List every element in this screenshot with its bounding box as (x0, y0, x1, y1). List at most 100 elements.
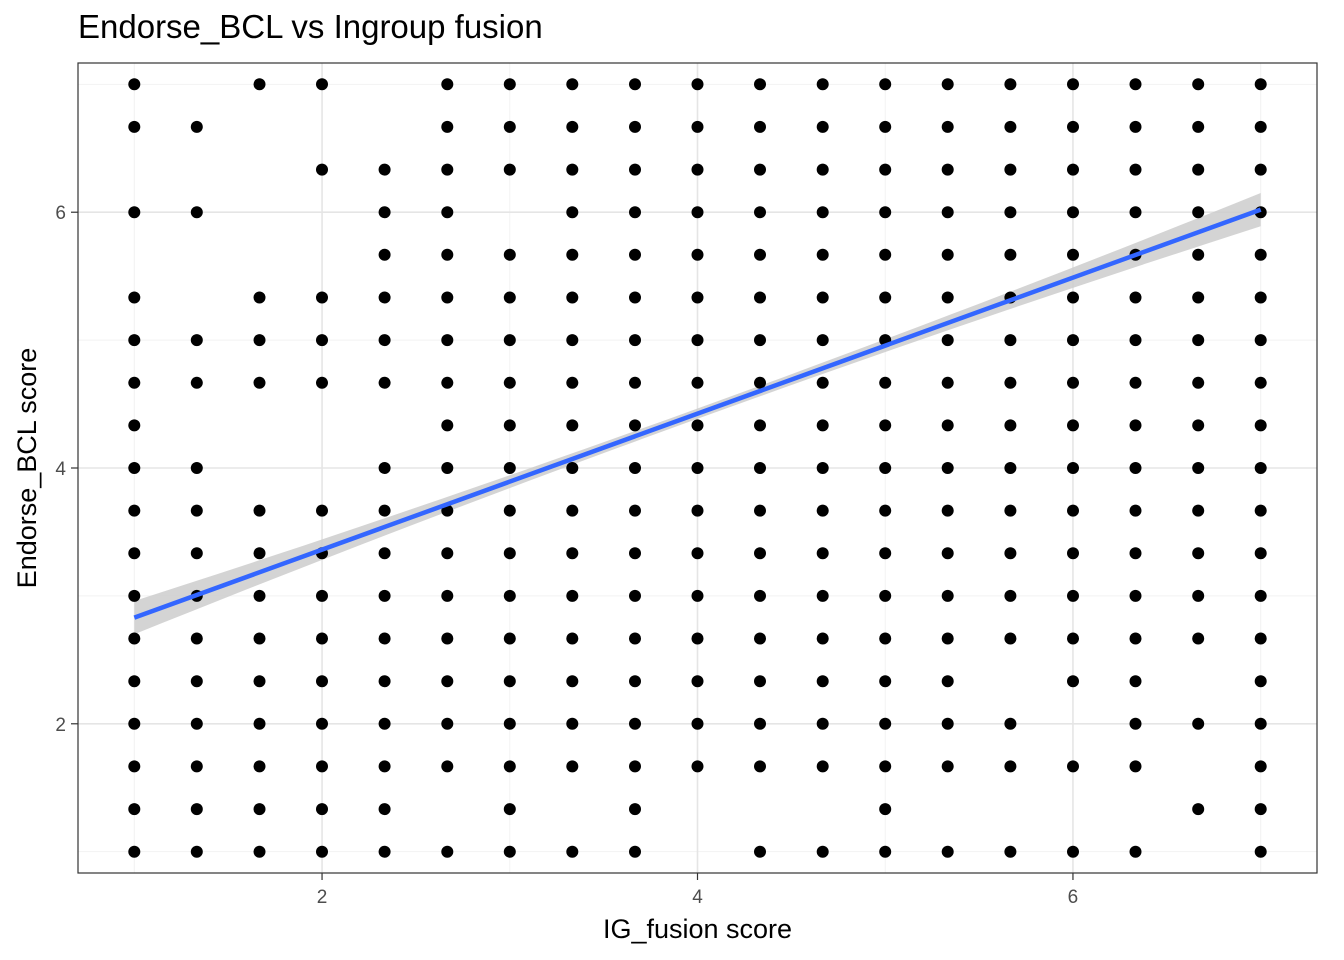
data-point (503, 589, 516, 602)
data-point (128, 376, 141, 389)
data-point (128, 206, 141, 219)
data-point (1129, 589, 1142, 602)
data-point (566, 760, 579, 773)
data-point (691, 632, 704, 645)
data-point (1129, 504, 1142, 517)
chart-title: Endorse_BCL vs Ingroup fusion (78, 8, 543, 45)
data-point (691, 589, 704, 602)
data-point (1254, 334, 1267, 347)
data-point (691, 120, 704, 133)
axis-ticks: 2 4 6 2 4 6 (55, 203, 1078, 908)
data-point (1067, 291, 1079, 304)
data-point (378, 803, 391, 816)
data-point (128, 589, 141, 602)
data-point (754, 334, 766, 347)
data-point (378, 462, 391, 474)
data-point (629, 589, 641, 602)
data-point (566, 675, 579, 688)
data-point (1067, 547, 1079, 560)
data-point (190, 632, 203, 645)
data-point (879, 291, 892, 304)
data-point (629, 632, 641, 645)
data-point (1004, 163, 1017, 176)
data-point (816, 717, 829, 730)
data-point (378, 589, 391, 602)
data-point (566, 717, 579, 730)
data-point (754, 120, 766, 133)
regression-line (133, 207, 1262, 620)
data-point (566, 248, 579, 261)
data-point (378, 376, 391, 389)
data-point (879, 376, 892, 389)
data-point (253, 78, 266, 91)
data-point (316, 845, 328, 858)
data-point (1192, 120, 1205, 133)
data-point (566, 632, 579, 645)
data-point (128, 632, 141, 645)
data-point (941, 675, 954, 688)
data-point (503, 504, 516, 517)
data-point (1254, 120, 1267, 133)
data-point (190, 462, 203, 474)
data-point (566, 504, 579, 517)
data-point (816, 675, 829, 688)
data-point (441, 632, 454, 645)
data-point (1192, 504, 1205, 517)
data-point (1192, 803, 1205, 816)
data-point (1067, 376, 1079, 389)
data-point (1129, 717, 1142, 730)
data-point (1129, 78, 1142, 91)
data-point (1129, 632, 1142, 645)
data-point (1254, 803, 1267, 816)
data-point (378, 632, 391, 645)
data-point (1067, 248, 1079, 261)
data-point (253, 717, 266, 730)
data-point (691, 291, 704, 304)
data-point (378, 845, 391, 858)
data-point (1192, 547, 1205, 560)
data-point (879, 163, 892, 176)
data-point (754, 675, 766, 688)
data-point (816, 462, 829, 474)
data-point (691, 419, 704, 432)
data-point (629, 760, 641, 773)
data-point (941, 504, 954, 517)
data-point (941, 120, 954, 133)
data-point (629, 717, 641, 730)
data-point (629, 803, 641, 816)
data-point (566, 589, 579, 602)
data-point (316, 717, 328, 730)
data-point (1254, 376, 1267, 389)
data-point (253, 291, 266, 304)
data-point (754, 163, 766, 176)
data-point (190, 675, 203, 688)
data-point (1004, 334, 1017, 347)
data-point (1129, 675, 1142, 688)
data-point (253, 632, 266, 645)
data-point (1004, 462, 1017, 474)
data-point (128, 547, 141, 560)
y-tick-label: 6 (55, 203, 66, 224)
data-point (1004, 206, 1017, 219)
data-point (1004, 376, 1017, 389)
data-point (1254, 78, 1267, 91)
data-point (190, 717, 203, 730)
data-point (316, 504, 328, 517)
data-point (816, 163, 829, 176)
data-point (1129, 163, 1142, 176)
data-point (190, 803, 203, 816)
data-point (754, 589, 766, 602)
data-point (754, 632, 766, 645)
data-point (566, 334, 579, 347)
data-point (128, 462, 141, 474)
data-point (378, 504, 391, 517)
data-point (441, 248, 454, 261)
data-point (1129, 376, 1142, 389)
data-point (816, 589, 829, 602)
data-point (566, 120, 579, 133)
data-point (941, 589, 954, 602)
data-point (1129, 120, 1142, 133)
data-point (629, 419, 641, 432)
data-point (503, 462, 516, 474)
data-point (1192, 163, 1205, 176)
